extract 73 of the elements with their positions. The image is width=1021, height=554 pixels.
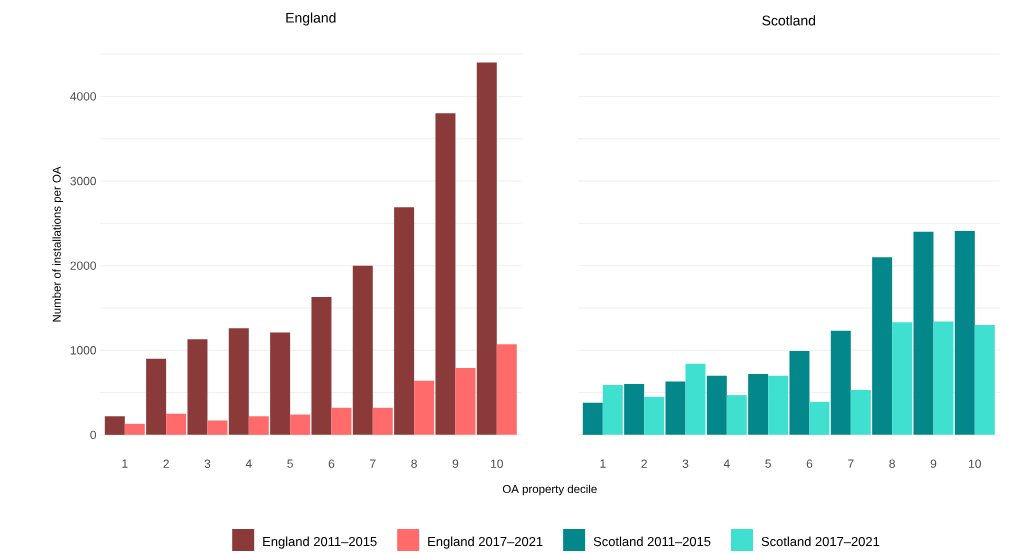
bar	[830, 330, 851, 435]
bar	[809, 401, 830, 435]
x-tick-label: 5	[765, 459, 771, 468]
x-tick-label: 7	[370, 459, 376, 468]
bar	[974, 324, 995, 435]
bar	[166, 413, 187, 435]
x-tick-label: 4	[245, 459, 252, 468]
legend-label: Scotland 2011–2015	[593, 536, 711, 547]
bar	[187, 339, 208, 435]
y-tick-label: 3000	[70, 176, 97, 186]
bar	[665, 381, 686, 435]
bar	[352, 265, 373, 435]
bar	[624, 384, 645, 435]
bar	[954, 230, 975, 435]
x-tick-label: 6	[806, 459, 813, 468]
legend-label: England 2017–2021	[428, 536, 543, 549]
bar	[706, 375, 727, 435]
bar	[872, 257, 893, 435]
bar	[394, 207, 415, 435]
bar	[455, 368, 476, 435]
bar	[933, 321, 954, 435]
x-tick-label: 2	[163, 459, 169, 468]
bar	[290, 414, 311, 435]
bar	[248, 416, 269, 435]
y-tick-label: 1000	[70, 346, 97, 355]
x-tick-label: 8	[411, 459, 417, 468]
legend-label: England 2011–2015	[263, 536, 377, 549]
x-tick-label: 3	[682, 459, 689, 468]
x-tick-label: 3	[204, 459, 211, 468]
x-tick-label: 1	[600, 459, 606, 468]
legend-label: Scotland 2017–2021	[761, 536, 880, 547]
x-tick-label: 9	[930, 459, 937, 468]
bar	[602, 384, 623, 435]
bar	[372, 407, 393, 435]
y-tick-label: 0	[90, 430, 97, 440]
x-tick-label: 4	[723, 459, 730, 468]
bar	[124, 423, 145, 435]
y-tick-label: 4000	[70, 92, 97, 101]
chart-title: England	[286, 12, 336, 26]
bar	[685, 363, 706, 435]
bar	[207, 420, 228, 435]
bar	[748, 373, 769, 435]
bar	[892, 322, 913, 435]
bar	[476, 62, 497, 435]
bar	[644, 396, 665, 435]
bar	[104, 416, 125, 435]
x-tick-label: 1	[122, 459, 128, 468]
bar	[789, 351, 810, 435]
bar	[850, 390, 871, 435]
x-tick-label: 10	[491, 459, 503, 468]
bar	[582, 402, 603, 435]
x-tick-label: 5	[287, 459, 293, 468]
bar	[768, 375, 789, 435]
bar	[311, 296, 332, 435]
chart-title: Scotland	[762, 15, 816, 26]
x-tick-label: 10	[969, 459, 981, 468]
bar	[228, 328, 249, 435]
x-tick-label: 9	[452, 459, 459, 468]
x-tick-label: 2	[641, 459, 647, 468]
x-tick-label: 6	[328, 459, 335, 468]
x-tick-label: 7	[848, 459, 854, 468]
bar	[726, 395, 747, 435]
bar	[146, 358, 167, 435]
y-axis-title: Number of installations per OA	[52, 166, 64, 322]
bar	[270, 332, 291, 435]
bar	[331, 407, 352, 435]
bar	[414, 380, 435, 435]
x-tick-label: 8	[889, 459, 895, 468]
bar	[435, 113, 456, 435]
bar	[496, 344, 517, 435]
y-tick-label: 2000	[70, 261, 97, 270]
x-axis-title: OA property decile	[502, 484, 597, 496]
bar	[913, 231, 934, 435]
